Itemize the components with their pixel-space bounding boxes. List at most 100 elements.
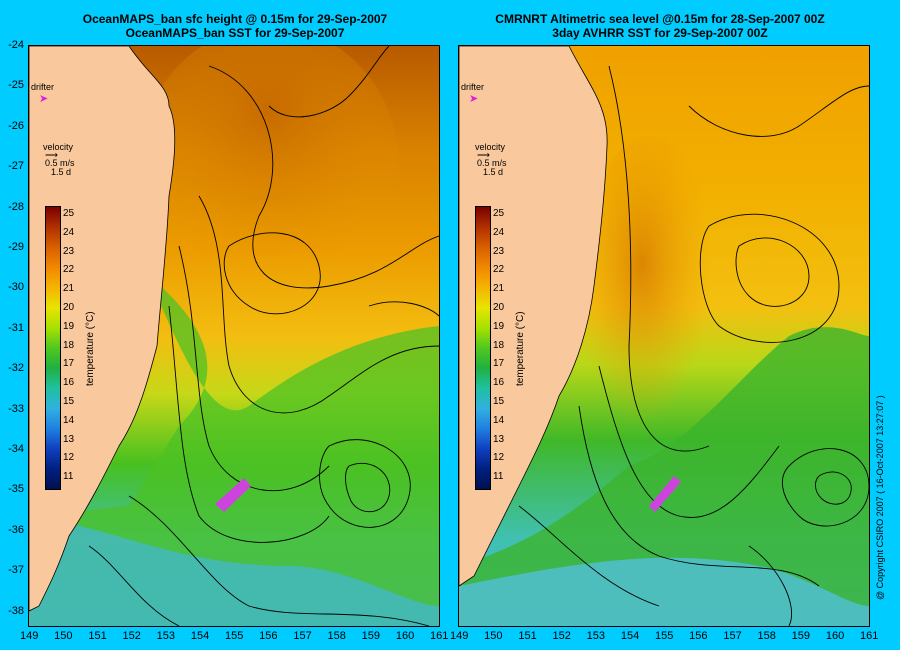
colorbar-tick-label: 19 <box>63 320 75 332</box>
colorbar-tick-label: 21 <box>493 283 505 295</box>
y-tick-label: -25 <box>8 79 24 92</box>
y-tick-label: -33 <box>8 402 24 415</box>
colorbar-tick-label: 20 <box>493 302 505 313</box>
y-tick-label: -26 <box>8 119 24 132</box>
australia-coast <box>459 46 608 587</box>
sea-height-contours <box>88 46 439 626</box>
warm-core <box>139 46 399 306</box>
colorbar-tick-label: 25 <box>63 208 75 219</box>
x-tick-label: 154 <box>190 630 210 642</box>
colorbar-title: temperature (°C) <box>515 311 526 386</box>
x-tick-label: 157 <box>723 630 742 642</box>
colorbar-tick-label: 11 <box>493 471 504 483</box>
y-tick-label: -35 <box>8 483 24 496</box>
colorbar-tick-label: 21 <box>63 283 75 295</box>
x-tick-label: 159 <box>791 630 811 642</box>
cold-water <box>29 516 439 626</box>
x-tick-label: 160 <box>825 630 845 642</box>
colorbar-tick-label: 18 <box>63 339 75 351</box>
copyright-text: @ Copyright CSIRO 2007 ( 16-Oct-2007 13:… <box>875 395 885 600</box>
x-tick-label: 159 <box>361 630 381 642</box>
velocity-time: 1.5 d <box>483 167 504 177</box>
x-tick-label: 156 <box>689 630 708 642</box>
left-sst-map <box>29 46 439 626</box>
colorbar-tick-label: 17 <box>493 358 505 370</box>
velocity-scale: 0.5 m/s <box>477 158 507 168</box>
y-tick-label: -34 <box>8 443 24 455</box>
velocity-time: 1.5 d <box>51 167 72 177</box>
y-tick-label: -38 <box>8 604 24 617</box>
colorbar-tick-label: 24 <box>63 226 75 238</box>
x-tick-label: 155 <box>225 630 244 642</box>
colorbar-tick-label: 12 <box>493 452 505 464</box>
right-title-line2: 3day AVHRR SST for 29-Sep-2007 00Z <box>552 26 768 40</box>
cool-water <box>29 276 439 626</box>
y-tick-label: -30 <box>8 281 24 294</box>
colorbar-tick-label: 15 <box>63 396 75 407</box>
drifter-track <box>215 478 251 512</box>
colorbar-tick-label: 25 <box>493 208 505 219</box>
x-tick-label: 157 <box>293 630 312 642</box>
colorbar-tick-label: 22 <box>63 264 75 276</box>
y-tick-label: -32 <box>8 362 24 375</box>
x-tick-label: 150 <box>54 630 73 642</box>
x-tick-label: 153 <box>156 630 176 642</box>
velocity-arrow: ⟶ <box>477 150 490 160</box>
colorbar-tick-label: 12 <box>63 452 75 464</box>
x-tick-label: 155 <box>655 630 674 642</box>
colorbar-tick-label: 23 <box>493 245 505 257</box>
colorbar-tick-label: 16 <box>493 377 505 389</box>
australia-coast <box>29 46 176 612</box>
x-tick-label: 149 <box>450 630 469 642</box>
warm-core <box>579 136 719 456</box>
x-tick-label: 158 <box>757 630 776 642</box>
x-tick-label: 156 <box>259 630 278 642</box>
colorbar-tick-label: 19 <box>493 320 505 332</box>
x-tick-label: 149 <box>20 630 39 642</box>
x-tick-label: 158 <box>327 630 346 642</box>
right-title: CMRNRT Altimetric sea level @0.15m for 2… <box>455 12 865 40</box>
colorbar-tick-label: 16 <box>63 377 75 389</box>
velocity-label: velocity <box>475 142 506 152</box>
drifter-label: drifter <box>461 82 485 92</box>
velocity-label: velocity <box>43 142 74 152</box>
left-title-line2: OceanMAPS_ban SST for 29-Sep-2007 <box>125 26 345 40</box>
colorbar-tick-label: 18 <box>493 339 505 351</box>
y-tick-label: -29 <box>8 241 24 253</box>
drifter-icon: ➤ <box>39 93 49 105</box>
x-tick-label: 151 <box>518 630 537 642</box>
x-tick-label: 161 <box>430 630 449 642</box>
y-tick-label: -28 <box>8 200 24 213</box>
x-tick-label: 150 <box>484 630 503 642</box>
colorbar-tick-label: 23 <box>63 245 75 257</box>
colorbar-title: temperature (°C) <box>85 311 96 386</box>
drifter-icon: ➤ <box>469 93 479 105</box>
drifter-track <box>649 476 681 512</box>
x-tick-label: 153 <box>586 630 606 642</box>
colorbar-tick-label: 22 <box>493 264 505 276</box>
right-map-panel: drifter ➤ velocity ⟶ 0.5 m/s 1.5 d 25 24 2… <box>458 45 870 627</box>
x-tick-label: 161 <box>860 630 879 642</box>
colorbar-tick-label: 13 <box>63 433 75 445</box>
right-sst-map <box>459 46 869 626</box>
y-tick-label: -36 <box>8 523 24 536</box>
sea-level-contours <box>518 65 869 626</box>
x-tick-label: 151 <box>88 630 107 642</box>
colorbar-tick-label: 24 <box>493 226 505 238</box>
x-tick-label: 160 <box>395 630 415 642</box>
x-tick-label: 152 <box>122 630 141 642</box>
colorbar-tick-label: 14 <box>493 414 505 426</box>
y-tick-label: -37 <box>8 564 24 577</box>
y-tick-label: -27 <box>8 160 24 173</box>
drifter-label: drifter <box>31 82 55 92</box>
colorbar-tick-label: 11 <box>63 471 74 483</box>
colorbar-tick-label: 17 <box>63 358 75 370</box>
colorbar-tick-label: 20 <box>63 302 75 313</box>
colorbar-tick-label: 13 <box>493 433 505 445</box>
cold-water <box>459 557 869 626</box>
colorbar-tick-label: 15 <box>493 396 505 407</box>
y-tick-label: -31 <box>8 321 24 334</box>
x-tick-label: 152 <box>552 630 571 642</box>
right-title-line1: CMRNRT Altimetric sea level @0.15m for 2… <box>495 12 825 26</box>
left-title: OceanMAPS_ban sfc height @ 0.15m for 29-… <box>30 12 440 40</box>
